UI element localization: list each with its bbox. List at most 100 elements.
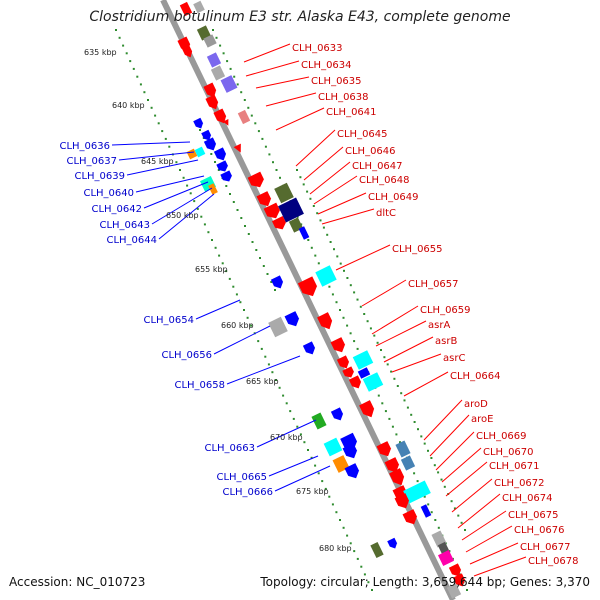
gene-feature[interactable] <box>370 541 384 559</box>
gene-feature[interactable] <box>387 537 399 550</box>
gene-feature[interactable] <box>193 117 205 130</box>
gene-feature[interactable] <box>323 437 343 457</box>
gene-feature[interactable] <box>389 468 407 488</box>
gene-label[interactable]: asrB <box>435 336 457 347</box>
gene-label[interactable]: CLH_0637 <box>66 156 117 167</box>
gene-label[interactable]: aroD <box>464 399 488 410</box>
gene-label[interactable]: CLH_0654 <box>143 315 194 326</box>
gene-label[interactable]: CLH_0638 <box>318 92 369 103</box>
gene-feature[interactable] <box>446 583 462 599</box>
gene-label[interactable]: CLH_0664 <box>450 371 501 382</box>
gene-feature[interactable] <box>205 94 220 112</box>
gene-label[interactable]: asrC <box>443 353 465 364</box>
gene-feature[interactable] <box>203 82 218 100</box>
gene-label[interactable]: CLH_0645 <box>337 129 388 140</box>
gene-label[interactable]: CLH_0644 <box>106 235 157 246</box>
gene-label[interactable]: CLH_0643 <box>99 220 150 231</box>
gene-feature[interactable] <box>222 118 231 127</box>
gene-label[interactable]: CLH_0678 <box>528 556 579 567</box>
gene-feature[interactable] <box>213 147 228 162</box>
gene-feature[interactable] <box>344 463 362 481</box>
gene-feature[interactable] <box>376 441 394 459</box>
gene-feature[interactable] <box>298 226 310 240</box>
gene-label[interactable]: CLH_0663 <box>204 443 255 454</box>
gene-feature[interactable] <box>208 183 218 195</box>
gene-feature[interactable] <box>186 148 198 160</box>
gene-feature[interactable] <box>233 143 245 155</box>
gene-feature[interactable] <box>311 412 327 430</box>
gene-feature[interactable] <box>402 509 420 527</box>
gene-label[interactable]: CLH_0635 <box>311 76 362 87</box>
gene-label[interactable]: CLH_0655 <box>392 244 443 255</box>
gene-feature[interactable] <box>220 170 233 183</box>
gene-feature[interactable] <box>336 355 351 370</box>
gene-feature[interactable] <box>213 108 228 126</box>
gene-feature[interactable] <box>452 573 467 588</box>
gene-feature[interactable] <box>348 375 363 390</box>
gene-feature[interactable] <box>263 202 283 222</box>
gene-feature[interactable] <box>400 455 416 471</box>
gene-label[interactable]: CLH_0674 <box>502 493 553 504</box>
gene-label[interactable]: asrA <box>428 320 450 331</box>
gene-label[interactable]: CLH_0670 <box>483 447 534 458</box>
gene-feature[interactable] <box>206 52 222 68</box>
gene-feature[interactable] <box>448 563 463 578</box>
gene-feature[interactable] <box>247 171 267 191</box>
gene-label[interactable]: CLH_0658 <box>174 380 225 391</box>
gene-feature[interactable] <box>179 1 193 17</box>
gene-feature[interactable] <box>403 480 431 504</box>
gene-feature[interactable] <box>256 191 274 209</box>
gene-feature[interactable] <box>237 109 251 125</box>
gene-feature[interactable] <box>302 341 317 356</box>
gene-feature[interactable] <box>437 549 455 567</box>
gene-feature[interactable] <box>278 197 304 223</box>
gene-label[interactable]: CLH_0646 <box>345 146 396 157</box>
gene-feature[interactable] <box>342 366 355 379</box>
gene-label[interactable]: CLH_0659 <box>420 305 471 316</box>
gene-feature[interactable] <box>317 312 335 332</box>
gene-label[interactable]: CLH_0634 <box>301 60 352 71</box>
gene-feature[interactable] <box>297 276 320 299</box>
gene-label[interactable]: CLH_0633 <box>292 43 343 54</box>
gene-label[interactable]: CLH_0666 <box>222 487 273 498</box>
gene-feature[interactable] <box>420 504 432 518</box>
gene-feature[interactable] <box>220 75 238 93</box>
gene-feature[interactable] <box>193 0 205 14</box>
gene-label[interactable]: CLH_0677 <box>520 542 571 553</box>
gene-feature[interactable] <box>203 137 218 152</box>
gene-feature[interactable] <box>395 440 411 458</box>
gene-feature[interactable] <box>201 129 213 142</box>
gene-feature[interactable] <box>359 400 377 420</box>
gene-feature[interactable] <box>216 160 229 173</box>
gene-feature[interactable] <box>210 65 226 81</box>
gene-feature[interactable] <box>394 493 412 511</box>
gene-feature[interactable] <box>181 44 194 59</box>
gene-label[interactable]: aroE <box>471 414 493 425</box>
gene-feature[interactable] <box>352 350 374 370</box>
gene-feature[interactable] <box>194 146 206 158</box>
gene-feature[interactable] <box>271 215 288 232</box>
gene-feature[interactable] <box>270 275 285 290</box>
gene-feature[interactable] <box>274 182 294 204</box>
gene-labels[interactable]: CLH_0633 CLH_0634 CLH_0635 CLH_0638 CLH_0641… <box>59 43 578 567</box>
gene-label[interactable]: CLH_0669 <box>476 431 527 442</box>
gene-feature[interactable] <box>342 443 360 461</box>
gene-feature[interactable] <box>357 367 371 379</box>
gene-label[interactable]: CLH_0640 <box>83 188 134 199</box>
gene-feature[interactable] <box>268 316 288 338</box>
gene-label[interactable]: CLH_0656 <box>161 350 212 361</box>
gene-label[interactable]: CLH_0639 <box>74 171 125 182</box>
gene-label[interactable]: CLH_0641 <box>326 107 377 118</box>
gene-label[interactable]: CLH_0648 <box>359 175 410 186</box>
gene-label[interactable]: CLH_0675 <box>508 510 559 521</box>
gene-label[interactable]: CLH_0672 <box>494 478 545 489</box>
gene-feature[interactable] <box>330 337 348 355</box>
gene-feature[interactable] <box>384 457 402 475</box>
gene-feature[interactable] <box>330 407 345 422</box>
gene-features[interactable] <box>177 0 467 599</box>
gene-feature[interactable] <box>284 311 302 329</box>
gene-label[interactable]: CLH_0665 <box>216 472 267 483</box>
gene-label[interactable]: CLH_0649 <box>368 192 419 203</box>
gene-feature[interactable] <box>203 34 217 48</box>
gene-feature[interactable] <box>362 372 384 392</box>
